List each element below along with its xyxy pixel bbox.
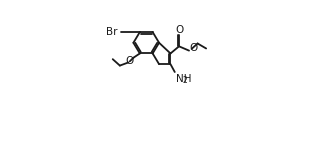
Text: 2: 2 [183,76,187,85]
Text: NH: NH [176,74,191,84]
Text: O: O [190,43,198,53]
Text: O: O [175,25,183,35]
Text: O: O [126,56,134,66]
Text: Br: Br [106,27,117,37]
